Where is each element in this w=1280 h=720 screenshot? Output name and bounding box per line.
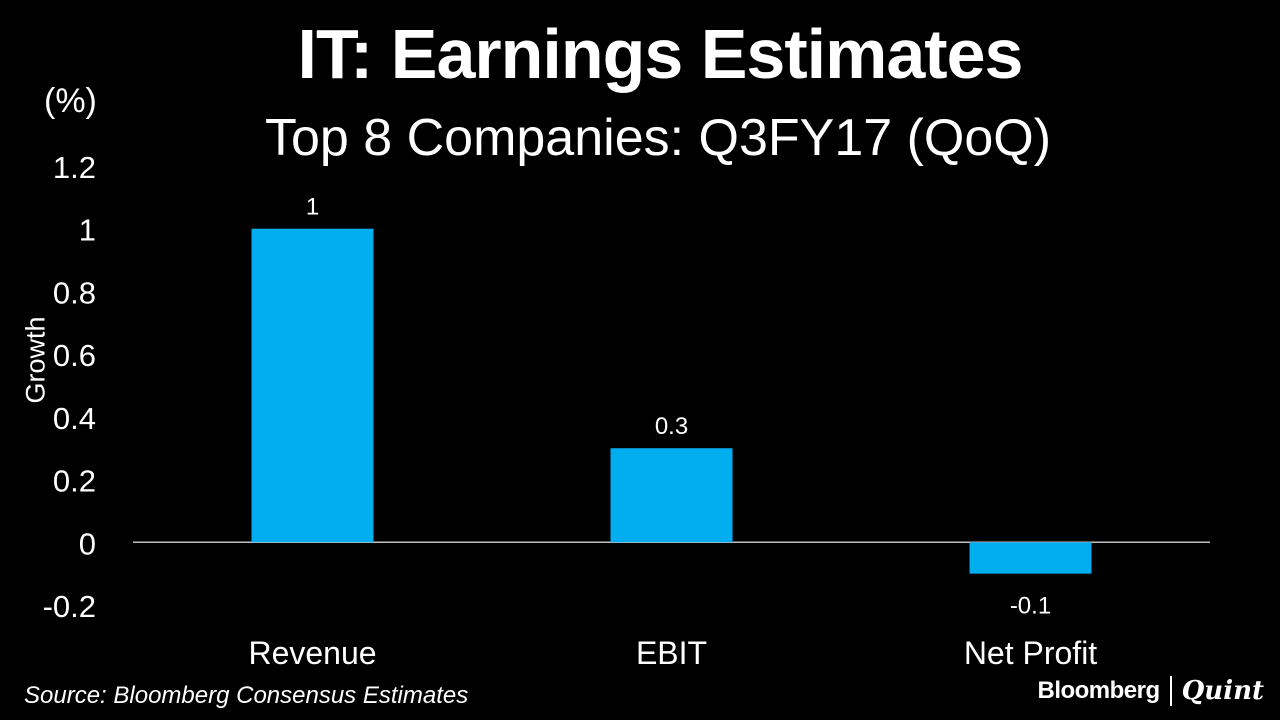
data-label: 0.3 (655, 413, 688, 440)
bar-net-profit (969, 542, 1092, 574)
y-tick-label: 0.2 (53, 464, 96, 499)
bar-revenue (251, 228, 374, 543)
brand-logo: Bloomberg Quint (1037, 676, 1264, 706)
brand-bloomberg: Bloomberg (1037, 677, 1160, 704)
data-label: 1 (306, 194, 319, 221)
bar-ebit (610, 448, 733, 543)
x-tick-label: EBIT (636, 635, 707, 671)
x-tick-label: Revenue (248, 635, 376, 671)
brand-quint: Quint (1181, 676, 1264, 706)
y-tick-label: 0.8 (53, 275, 96, 310)
y-tick-label: 0 (79, 526, 96, 561)
x-tick-label: Net Profit (964, 635, 1097, 671)
source-note: Source: Bloomberg Consensus Estimates (24, 682, 469, 709)
chart-subtitle: Top 8 Companies: Q3FY17 (QoQ) (264, 109, 1052, 167)
unit-label: (%) (44, 82, 97, 120)
chart-title: IT: Earnings Estimates (297, 15, 1024, 93)
y-tick-label: -0.2 (43, 589, 96, 624)
brand-divider (1169, 676, 1172, 706)
y-tick-label: 0.4 (53, 401, 96, 436)
y-tick-label: 1.2 (53, 150, 96, 185)
data-label: -0.1 (1010, 593, 1051, 620)
y-tick-label: 1 (79, 213, 96, 248)
y-tick-label: 0.6 (53, 338, 96, 373)
